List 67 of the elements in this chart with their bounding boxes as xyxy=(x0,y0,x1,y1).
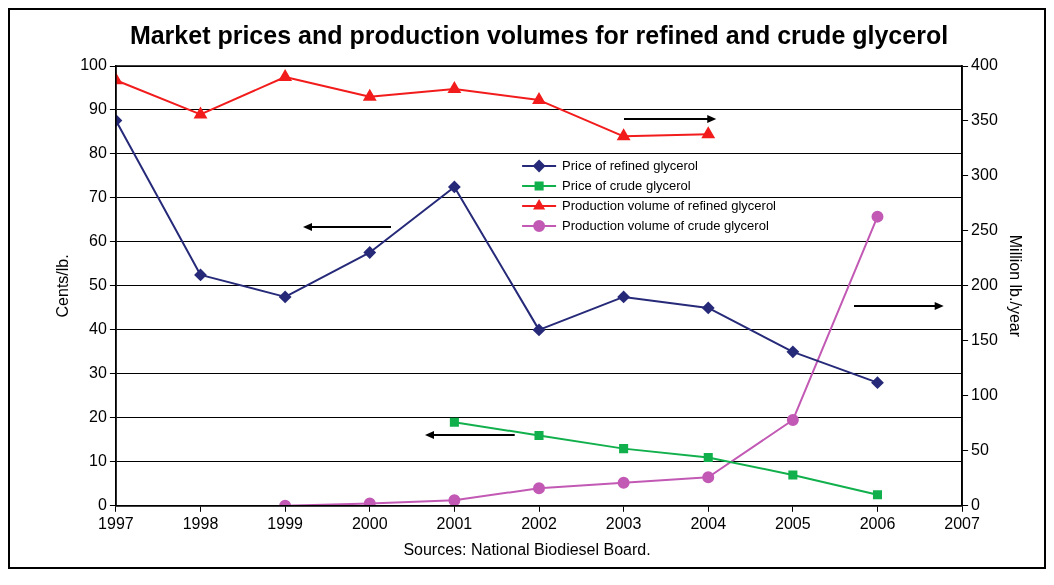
point xyxy=(534,430,544,440)
y2-tick-label: 100 xyxy=(971,386,998,404)
point xyxy=(363,246,376,259)
point xyxy=(617,290,630,303)
point xyxy=(448,494,461,506)
y-tick-label: 80 xyxy=(89,144,107,162)
point xyxy=(449,417,459,427)
point xyxy=(533,323,545,336)
x-tick-label: 2006 xyxy=(859,514,896,532)
x-tick-label: 2000 xyxy=(351,514,388,532)
y-tick-label: 60 xyxy=(89,232,107,250)
y-axis-title: Cents/lb. xyxy=(54,254,72,318)
point xyxy=(702,301,715,314)
point xyxy=(617,129,630,141)
y2-tick-label: 400 xyxy=(971,56,998,74)
point xyxy=(278,70,292,81)
legend-label: Production volume of crude glycerol xyxy=(562,217,769,233)
point xyxy=(194,107,207,119)
point xyxy=(871,210,884,223)
x-tick-label: 1998 xyxy=(182,514,219,532)
y-tick-label: 100 xyxy=(80,56,107,74)
y-tick-label: 10 xyxy=(89,452,107,470)
y-tick-label: 70 xyxy=(89,188,107,206)
y2-tick-label: 300 xyxy=(971,166,998,184)
y-tick-label: 40 xyxy=(89,320,107,338)
y2-axis-title: Million lb./year xyxy=(1006,234,1024,338)
point xyxy=(702,471,715,484)
y2-tick-label: 50 xyxy=(971,441,989,459)
point xyxy=(786,345,799,358)
y2-tick-label: 250 xyxy=(971,221,998,239)
point xyxy=(788,470,798,480)
legend-label: Price of crude glycerol xyxy=(562,177,691,193)
point xyxy=(279,290,292,303)
source-note: Sources: National Biodiesel Board. xyxy=(402,540,652,560)
y-tick-label: 90 xyxy=(89,100,107,118)
point xyxy=(617,476,630,489)
point xyxy=(702,127,715,139)
y-tick-label: 0 xyxy=(97,496,107,514)
y2-tick-label: 0 xyxy=(971,496,981,514)
point xyxy=(786,414,799,427)
point xyxy=(533,482,545,495)
x-tick-label: 2007 xyxy=(944,514,980,532)
point xyxy=(619,444,629,454)
y2-tick-label: 350 xyxy=(971,111,998,129)
point xyxy=(532,93,546,105)
x-tick-label: 2002 xyxy=(521,514,557,532)
x-tick-label: 2001 xyxy=(436,514,473,532)
point xyxy=(872,490,883,500)
y2-tick-label: 150 xyxy=(971,331,998,349)
point xyxy=(363,89,376,101)
y-tick-label: 20 xyxy=(89,408,107,426)
legend-label: Production volume of refined glycerol xyxy=(562,197,777,213)
x-tick-label: 1997 xyxy=(98,514,134,532)
point xyxy=(448,180,461,193)
chart-title: Market prices and production volumes for refined and crude glycerol xyxy=(129,20,949,49)
y-tick-label: 30 xyxy=(89,364,107,382)
legend-label: Price of refined glycerol xyxy=(562,157,699,173)
y2-tick-label: 200 xyxy=(971,276,998,294)
point xyxy=(194,268,207,281)
y-tick-label: 50 xyxy=(89,276,107,294)
x-tick-label: 1999 xyxy=(267,514,304,532)
point xyxy=(871,376,884,389)
point xyxy=(448,82,461,94)
point xyxy=(703,452,713,462)
x-tick-label: 2004 xyxy=(690,514,727,532)
x-tick-label: 2003 xyxy=(605,514,642,532)
x-tick-label: 2005 xyxy=(775,514,811,532)
